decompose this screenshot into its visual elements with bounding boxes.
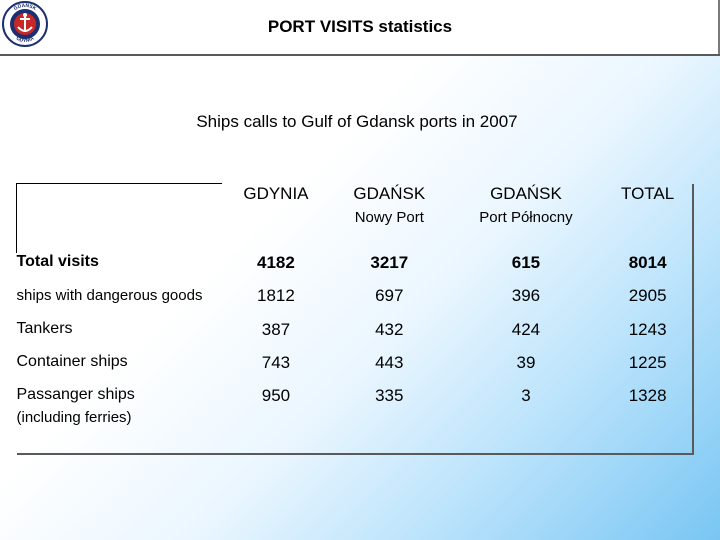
table-cell: 743: [261, 352, 291, 372]
table-cell: 443: [375, 352, 404, 372]
column-name: TOTAL: [621, 183, 675, 203]
row-label: Tankers: [16, 319, 73, 337]
table-row: Passanger ships (including ferries) 950 …: [17, 386, 694, 454]
table-corner-cell: [16, 183, 222, 254]
table-cell: 432: [375, 319, 404, 339]
table-row: ships with dangerous goods 1812 697 396 …: [17, 286, 694, 319]
svg-text:GDAŃSK: GDAŃSK: [13, 1, 38, 12]
table-cell: 2905: [628, 286, 667, 306]
header-bar: GDAŃSK GDYNIA PORT VISITS statistics: [0, 0, 720, 56]
logo-text-top: GDAŃSK: [13, 1, 38, 12]
column-name: GDAŃSK: [353, 183, 426, 203]
table-row: Tankers 387 432 424 1243: [17, 320, 694, 353]
page-title: PORT VISITS statistics: [267, 17, 453, 36]
port-visits-table: GDYNIA GDAŃSK Nowy Port GDAŃSK Port Półn…: [16, 183, 694, 455]
table-cell: 335: [375, 385, 404, 405]
table-header-row: GDYNIA GDAŃSK Nowy Port GDAŃSK Port Półn…: [16, 183, 694, 254]
table-row: Container ships 743 443 39 1225: [17, 353, 694, 386]
table-cell: 3: [521, 385, 531, 405]
table-row: Total visits 4182 3217 615 8014: [17, 253, 694, 286]
table-cell: 1225: [628, 352, 667, 372]
table-cell: 3217: [370, 253, 409, 273]
row-label: Passanger ships: [16, 385, 135, 403]
column-subname: Nowy Port: [354, 208, 424, 226]
table-cell: 1328: [628, 385, 667, 405]
table-cell: 1243: [628, 319, 667, 339]
row-label-cell: Passanger ships (including ferries): [17, 386, 223, 454]
table-cell: 8014: [628, 253, 667, 273]
row-label: Container ships: [16, 352, 128, 370]
header-divider: [718, 0, 720, 54]
row-label: ships with dangerous goods: [16, 287, 203, 305]
table-cell: 424: [511, 319, 541, 339]
table-cell: 1812: [257, 286, 295, 306]
ship-anchor-emblem-icon: GDAŃSK GDYNIA: [2, 1, 48, 47]
column-header-gdansk-nowy-port: GDAŃSK Nowy Port: [330, 184, 449, 254]
column-header-gdansk-port-polnocny: GDAŃSK Port Północny: [449, 184, 604, 254]
column-name: GDAŃSK: [490, 183, 562, 203]
row-label: Total visits: [16, 253, 99, 271]
table-cell: 396: [511, 286, 541, 306]
column-header-gdynia: GDYNIA: [222, 184, 330, 254]
table-cell: 39: [516, 352, 536, 372]
column-name: GDYNIA: [243, 183, 309, 203]
table-cell: 615: [511, 253, 541, 273]
table-cell: 4182: [257, 253, 295, 273]
table-cell: 950: [261, 385, 291, 405]
svg-text:GDYNIA: GDYNIA: [15, 35, 36, 44]
table-cell: 387: [261, 319, 291, 339]
logo-text-bottom: GDYNIA: [15, 35, 36, 44]
column-subname: Port Północny: [479, 208, 573, 226]
subtitle: Ships calls to Gulf of Gdansk ports in 2…: [196, 112, 518, 131]
table-cell: 697: [375, 286, 404, 306]
column-header-total: TOTAL: [603, 184, 693, 254]
row-sublabel: (including ferries): [16, 408, 132, 426]
